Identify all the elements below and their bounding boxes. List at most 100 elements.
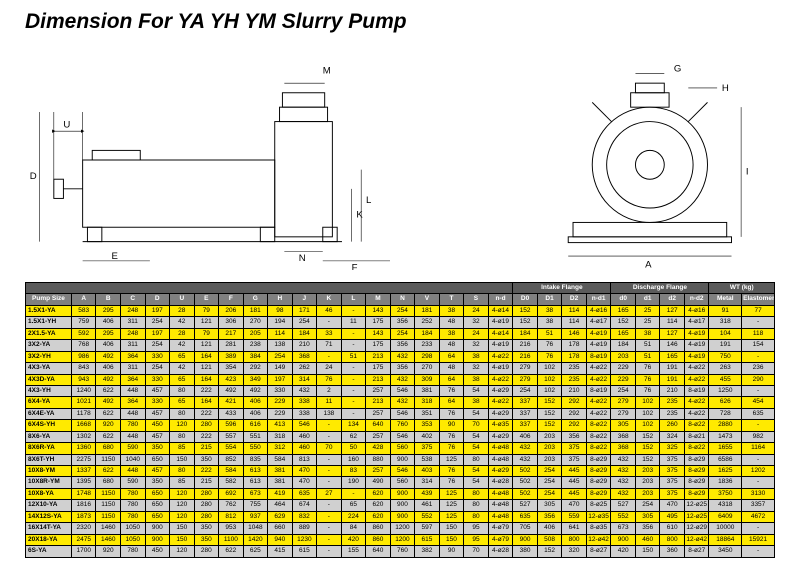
table-row: 14X12S-YA1873115078065012028081293762983… xyxy=(26,511,775,522)
value-cell: 432 xyxy=(513,454,538,465)
column-header-cell: Pump Size xyxy=(26,294,72,305)
value-cell: 197 xyxy=(145,328,170,339)
value-cell: 1302 xyxy=(71,431,96,442)
value-cell: 4-ø29 xyxy=(488,385,513,396)
value-cell: 24 xyxy=(464,305,489,316)
value-cell: 149 xyxy=(268,363,293,374)
value-cell: 102 xyxy=(635,420,660,431)
value-cell: 454 xyxy=(742,397,775,408)
table-row: 3X2-YA7684063112544212128123813821071-17… xyxy=(26,340,775,351)
value-cell: 4-ø16 xyxy=(586,305,611,316)
value-cell: 80 xyxy=(170,408,195,419)
value-cell: 4-ø48 xyxy=(488,511,513,522)
svg-text:N: N xyxy=(299,252,306,263)
column-header-cell: U xyxy=(170,294,195,305)
value-cell: 1836 xyxy=(709,477,742,488)
value-cell: - xyxy=(742,351,775,362)
pump-diagram-side: U D E B C N F M K L xyxy=(25,50,505,270)
column-header-cell: M xyxy=(366,294,391,305)
value-cell: 1420 xyxy=(243,534,268,545)
value-cell: 178 xyxy=(562,351,587,362)
value-cell: 95 xyxy=(464,523,489,534)
value-cell: 768 xyxy=(71,340,96,351)
value-cell: 8-ø22 xyxy=(586,431,611,442)
value-cell: 320 xyxy=(562,546,587,557)
value-cell: 4-ø19 xyxy=(488,317,513,328)
value-cell: - xyxy=(742,420,775,431)
value-cell: 102 xyxy=(537,385,562,396)
value-cell: 120 xyxy=(170,488,195,499)
value-cell: - xyxy=(341,488,366,499)
value-cell: 42 xyxy=(170,340,195,351)
value-cell: 1700 xyxy=(71,546,96,557)
value-cell: 1668 xyxy=(71,420,96,431)
value-cell: 254 xyxy=(635,500,660,511)
value-cell: 560 xyxy=(390,477,415,488)
page-title: Dimension For YA YH YM Slurry Pump xyxy=(25,10,775,34)
value-cell: 76 xyxy=(537,351,562,362)
value-cell: 229 xyxy=(268,397,293,408)
value-cell: 364 xyxy=(121,397,146,408)
value-cell: 280 xyxy=(194,511,219,522)
value-cell: - xyxy=(742,477,775,488)
value-cell: 203 xyxy=(537,431,562,442)
value-cell: 64 xyxy=(439,351,464,362)
value-cell: 164 xyxy=(194,351,219,362)
value-cell: 364 xyxy=(121,351,146,362)
value-cell: 213 xyxy=(366,351,391,362)
value-cell: 813 xyxy=(292,454,317,465)
value-cell: 150 xyxy=(170,534,195,545)
value-cell: 262 xyxy=(292,363,317,374)
group-header-cell xyxy=(26,283,513,294)
value-cell: 354 xyxy=(219,363,244,374)
value-cell: 492 xyxy=(96,351,121,362)
column-header-cell: d1 xyxy=(635,294,660,305)
value-cell: 349 xyxy=(243,374,268,385)
value-cell: 1460 xyxy=(96,534,121,545)
table-row: 8X6T-YH227511501040650150350852835584813… xyxy=(26,454,775,465)
value-cell: 38 xyxy=(464,374,489,385)
value-cell: 95 xyxy=(464,534,489,545)
value-cell: 8-ø27 xyxy=(586,546,611,557)
value-cell: 257 xyxy=(366,466,391,477)
value-cell: 615 xyxy=(292,546,317,557)
value-cell: 406 xyxy=(96,340,121,351)
value-cell: 356 xyxy=(390,340,415,351)
pump-size-cell: 4X3D-YA xyxy=(26,374,72,385)
value-cell: 464 xyxy=(268,500,293,511)
value-cell: 181 xyxy=(415,305,440,316)
value-cell: 165 xyxy=(660,351,685,362)
value-cell: 502 xyxy=(513,466,538,477)
value-cell: 318 xyxy=(415,397,440,408)
value-cell: 191 xyxy=(660,363,685,374)
value-cell: 11 xyxy=(317,397,342,408)
table-row: 2X1.5-YA592295248197287921720511418433-1… xyxy=(26,328,775,339)
value-cell: 77 xyxy=(742,305,775,316)
value-cell: - xyxy=(317,477,342,488)
value-cell: 25 xyxy=(635,305,660,316)
value-cell: 368 xyxy=(611,443,636,454)
value-cell: 318 xyxy=(268,431,293,442)
value-cell: 42 xyxy=(170,363,195,374)
value-cell: 1202 xyxy=(742,466,775,477)
value-cell: 1816 xyxy=(71,500,96,511)
value-cell: 560 xyxy=(390,443,415,454)
value-cell: 254 xyxy=(513,385,538,396)
value-cell: 229 xyxy=(611,363,636,374)
value-cell: 171 xyxy=(292,305,317,316)
value-cell: 615 xyxy=(415,534,440,545)
value-cell: 546 xyxy=(292,420,317,431)
value-cell: 406 xyxy=(96,317,121,328)
value-cell: 445 xyxy=(562,477,587,488)
svg-text:H: H xyxy=(722,82,729,93)
value-cell: 279 xyxy=(513,363,538,374)
value-cell: 900 xyxy=(145,523,170,534)
value-cell: 448 xyxy=(121,466,146,477)
value-cell: 102 xyxy=(635,397,660,408)
value-cell: 80 xyxy=(464,488,489,499)
value-cell: 900 xyxy=(145,534,170,545)
value-cell: 70 xyxy=(464,420,489,431)
value-cell: 64 xyxy=(439,374,464,385)
pump-size-cell: 3X2-YA xyxy=(26,340,72,351)
value-cell: 780 xyxy=(121,488,146,499)
